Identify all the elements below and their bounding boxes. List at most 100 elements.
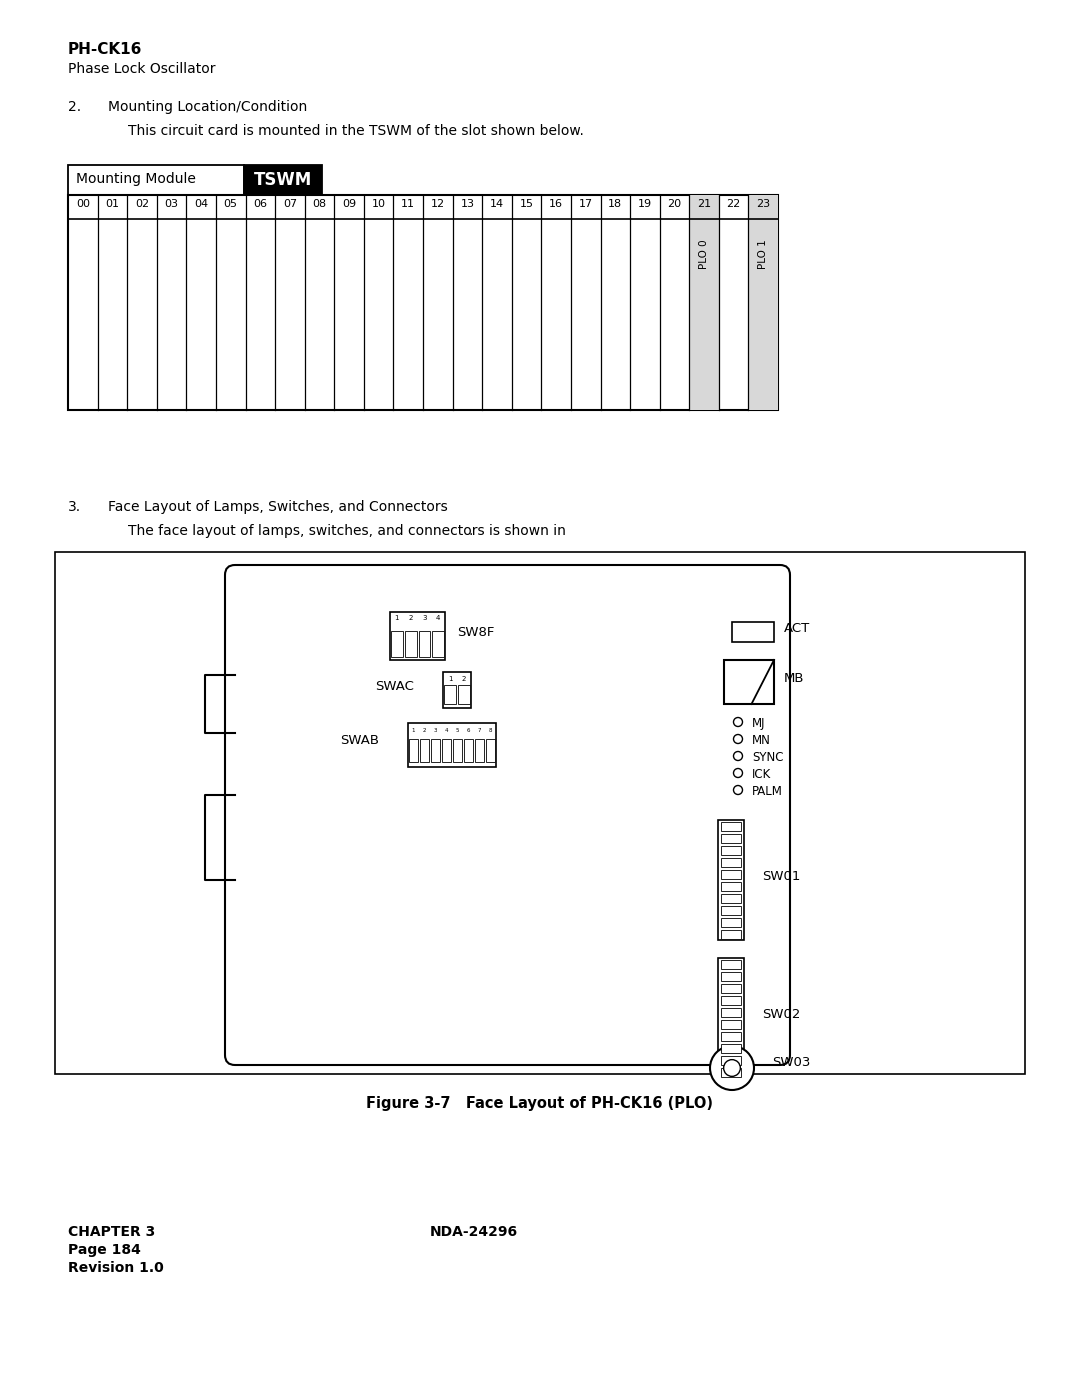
Bar [420, 739, 429, 761]
Bar [486, 739, 495, 761]
Bar [390, 612, 445, 659]
Bar [409, 739, 418, 761]
Text: 2: 2 [462, 676, 467, 682]
Text: ICK: ICK [752, 768, 771, 781]
Text: 3.: 3. [68, 500, 81, 514]
Bar [453, 739, 462, 761]
FancyBboxPatch shape [225, 564, 789, 1065]
Text: TSWM: TSWM [254, 170, 312, 189]
Text: 07: 07 [283, 198, 297, 210]
Text: 1: 1 [394, 615, 400, 622]
Text: ACT: ACT [784, 623, 810, 636]
Bar [55, 552, 1025, 1074]
Text: 19: 19 [638, 198, 652, 210]
Text: 14: 14 [490, 198, 504, 210]
Circle shape [733, 785, 743, 795]
Bar [458, 686, 470, 704]
Bar [721, 858, 741, 868]
Bar [721, 930, 741, 939]
Circle shape [733, 752, 743, 760]
Text: PLO 1: PLO 1 [758, 239, 768, 268]
Bar [721, 1032, 741, 1041]
Text: Page 184: Page 184 [68, 1243, 140, 1257]
Text: This circuit card is mounted in the TSWM of the slot shown below.: This circuit card is mounted in the TSWM… [129, 124, 584, 138]
Circle shape [733, 718, 743, 726]
Text: 1: 1 [411, 728, 415, 733]
Text: 4: 4 [445, 728, 448, 733]
Text: 21: 21 [697, 198, 711, 210]
Bar [721, 821, 741, 831]
Text: MN: MN [752, 733, 771, 747]
Text: 1: 1 [448, 676, 453, 682]
Text: 8: 8 [489, 728, 492, 733]
Text: 02: 02 [135, 198, 149, 210]
Text: 18: 18 [608, 198, 622, 210]
Circle shape [733, 768, 743, 778]
Text: SWAB: SWAB [340, 735, 379, 747]
Text: The face layout of lamps, switches, and connectors is shown in: The face layout of lamps, switches, and … [129, 524, 566, 538]
Text: 00: 00 [76, 198, 90, 210]
Bar [721, 972, 741, 981]
Text: 2: 2 [422, 728, 427, 733]
Bar [721, 847, 741, 855]
Text: 7: 7 [477, 728, 482, 733]
Bar [689, 196, 719, 409]
Text: PH-CK16: PH-CK16 [68, 42, 143, 57]
Text: 2: 2 [408, 615, 413, 622]
Bar [721, 1009, 741, 1017]
Text: MB: MB [784, 672, 805, 686]
Bar [721, 983, 741, 993]
Bar [432, 630, 444, 657]
Text: 01: 01 [106, 198, 120, 210]
Text: 03: 03 [164, 198, 178, 210]
Text: 05: 05 [224, 198, 238, 210]
Text: 10: 10 [372, 198, 386, 210]
Text: 11: 11 [401, 198, 415, 210]
Bar [408, 724, 496, 767]
Text: 4: 4 [436, 615, 441, 622]
Text: Revision 1.0: Revision 1.0 [68, 1261, 164, 1275]
Text: MJ: MJ [752, 717, 766, 731]
Bar [718, 958, 744, 1078]
Text: 13: 13 [460, 198, 474, 210]
Bar [721, 1056, 741, 1065]
Text: 23: 23 [756, 198, 770, 210]
Bar [721, 1044, 741, 1053]
Text: 09: 09 [342, 198, 356, 210]
Text: Phase Lock Oscillator: Phase Lock Oscillator [68, 61, 216, 75]
Bar [732, 622, 774, 643]
Circle shape [724, 1060, 741, 1076]
Bar [405, 630, 417, 657]
Bar [721, 882, 741, 891]
Bar [464, 739, 473, 761]
Text: 5: 5 [456, 728, 459, 733]
Text: SW8F: SW8F [457, 626, 495, 638]
Bar [721, 918, 741, 928]
Bar [721, 960, 741, 970]
Text: 6: 6 [467, 728, 470, 733]
Text: SW03: SW03 [772, 1056, 810, 1069]
Bar [68, 196, 778, 409]
Text: 3: 3 [422, 615, 427, 622]
Bar [721, 870, 741, 879]
Text: 04: 04 [194, 198, 208, 210]
Bar [721, 894, 741, 902]
Text: 3: 3 [434, 728, 437, 733]
Bar [721, 996, 741, 1004]
Bar [442, 739, 451, 761]
Text: SW02: SW02 [762, 1007, 800, 1020]
Text: SYNC: SYNC [752, 752, 783, 764]
Bar [721, 1067, 741, 1077]
Bar [444, 686, 456, 704]
Text: 22: 22 [727, 198, 741, 210]
Text: NDA-24296: NDA-24296 [430, 1225, 518, 1239]
Text: 17: 17 [579, 198, 593, 210]
Text: SWAC: SWAC [375, 679, 414, 693]
Bar [724, 659, 774, 704]
Text: SW01: SW01 [762, 869, 800, 883]
Bar [431, 739, 440, 761]
Text: Mounting Module: Mounting Module [76, 172, 195, 186]
Bar [721, 907, 741, 915]
Bar [443, 672, 471, 708]
Bar [419, 630, 430, 657]
